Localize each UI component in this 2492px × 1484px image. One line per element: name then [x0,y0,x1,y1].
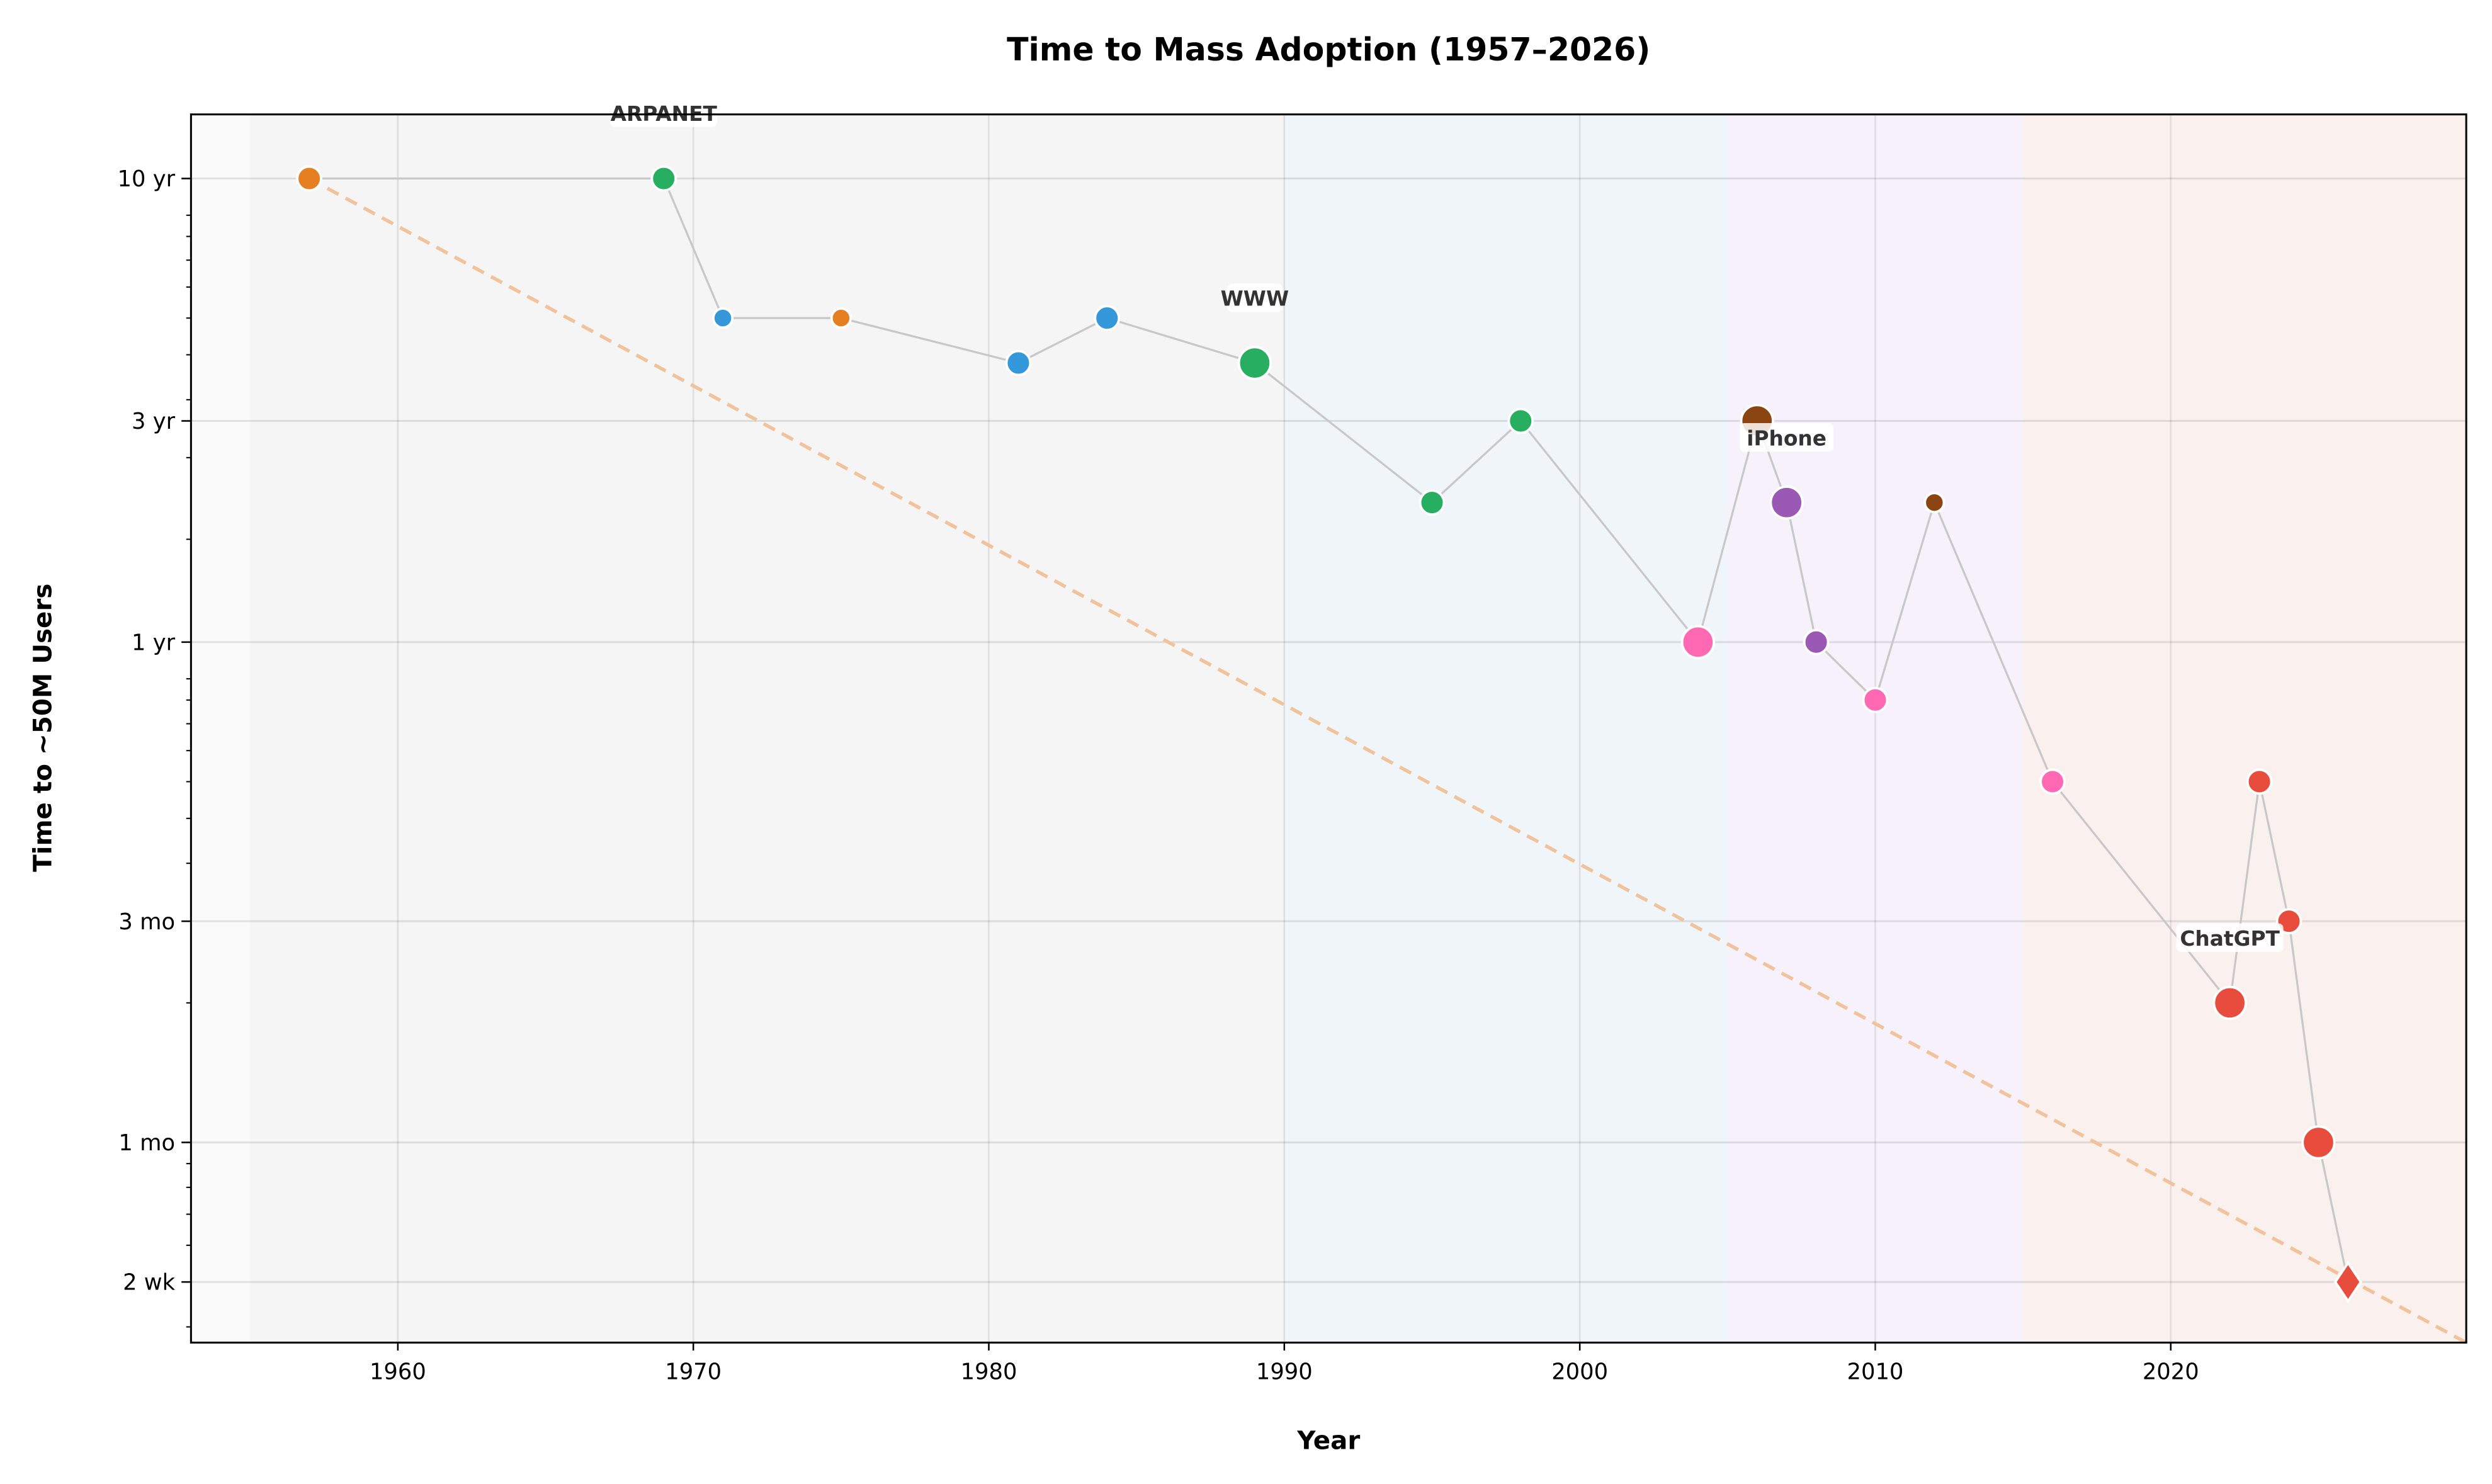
point-label-background [610,98,718,127]
data-point [1803,629,1830,655]
point-label-background [1739,423,1834,452]
x-tick-label: 1980 [961,1359,1017,1385]
plot-frame [190,113,2467,1344]
data-point [2301,1125,2336,1160]
data-point [1419,489,1446,516]
y-tick-label: 10 yr [118,166,176,192]
point-label: iPhone [1747,426,1827,450]
x-tick-label: 2020 [2143,1359,2199,1385]
data-points [296,165,2362,1303]
trend-line [308,177,2467,1344]
grid-lines [191,114,2467,1343]
era-band [2023,114,2467,1343]
data-point [2039,768,2066,795]
data-point [1769,485,1804,520]
y-tick-label: 1 mo [118,1130,175,1156]
data-point [2246,768,2273,795]
data-point [1237,346,1272,380]
x-tick-label: 2000 [1551,1359,1608,1385]
data-point [1507,407,1534,434]
y-tick-label: 3 yr [132,409,176,434]
y-tick-label: 3 mo [118,909,175,935]
point-label-background [1227,283,1283,312]
x-tick-label: 2010 [1847,1359,1904,1385]
era-band [1284,114,1728,1343]
point-label: WWW [1221,287,1289,311]
data-point [296,165,322,192]
y-axis-ticks: 10 yr 3 yr 1 yr 3 mo 1 mo 2 wk [118,166,191,1328]
data-point [1094,305,1121,332]
y-axis-label: Time to ~50M Users [28,584,57,872]
chart-title: Time to Mass Adoption (1957–2026) [1007,31,1650,68]
x-tick-label: 1960 [370,1359,426,1385]
data-point [1862,687,1889,713]
era-band [250,114,1284,1343]
x-axis-ticks: 1960 1970 1980 1990 2000 2010 2020 [370,1342,2199,1385]
era-band [191,114,251,1343]
era-band [1727,114,2024,1343]
data-point [2212,985,2247,1020]
data-point [1005,349,1032,377]
data-point [1923,492,1945,514]
data-point [650,165,677,192]
y-tick-label: 1 yr [132,630,176,655]
x-tick-label: 1970 [665,1359,722,1385]
data-point-diamond [2333,1260,2362,1303]
point-label-background [2176,923,2284,953]
data-point [830,307,852,329]
trend-line-group [308,177,2467,1344]
data-point [712,307,734,329]
y-tick-label: 2 wk [123,1270,176,1296]
data-point [1680,625,1715,659]
x-axis-label: Year [1296,1425,1360,1455]
x-tick-label: 1990 [1256,1359,1313,1385]
point-label: ChatGPT [2180,927,2280,951]
